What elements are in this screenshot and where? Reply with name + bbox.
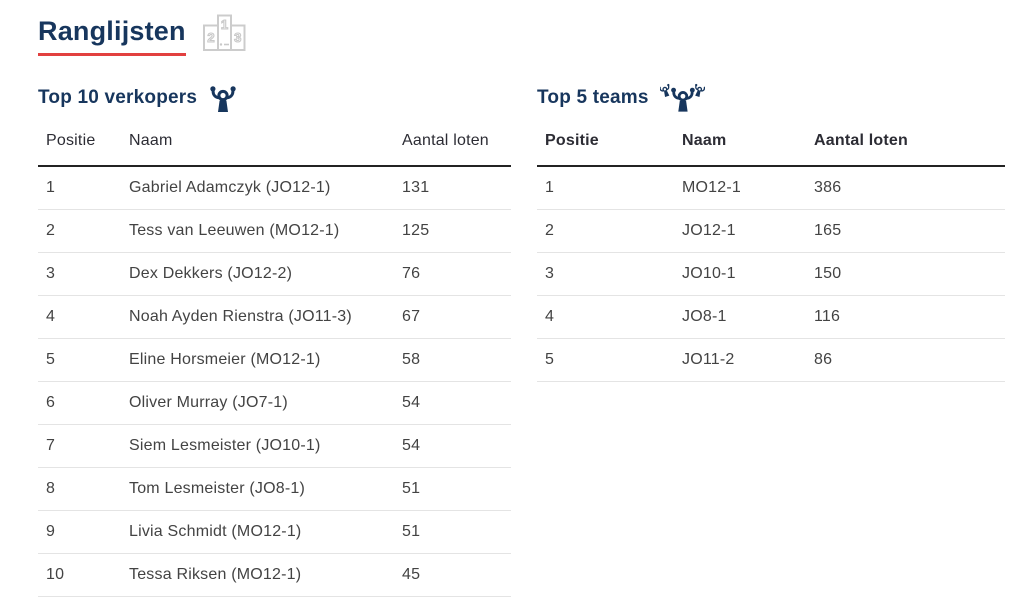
name-cell: Dex Dekkers (JO12-2) (121, 252, 394, 297)
rankings-columns: Top 10 verkopers Positie Naam Aantal loten… (38, 83, 1005, 598)
lot-count-cell: 165 (806, 209, 1005, 254)
position-cell: 2 (537, 209, 674, 254)
top-teams-section: Top 5 teams Positie Naam Aantal loten 1 MO1… (537, 83, 1005, 597)
podium-third-label: 3 (234, 30, 241, 45)
name-cell: Noah Ayden Rienstra (JO11-3) (121, 295, 394, 340)
lot-count-cell: 131 (394, 166, 511, 211)
lot-count-cell: 51 (394, 467, 511, 512)
name-cell: Tessa Riksen (MO12-1) (121, 553, 394, 598)
position-cell: 1 (537, 166, 674, 211)
name-cell: JO10-1 (674, 252, 806, 297)
page-header: Ranglijsten 2 1 3 (38, 14, 1005, 57)
position-cell: 3 (38, 252, 121, 297)
name-cell: Tess van Leeuwen (MO12-1) (121, 209, 394, 254)
podium-first-label: 1 (221, 17, 228, 32)
top-sellers-title: Top 10 verkopers (38, 86, 198, 108)
lot-count-cell: 116 (806, 295, 1005, 340)
position-cell: 7 (38, 424, 121, 469)
header-row: Positie Naam Aantal loten (537, 128, 1005, 168)
position-cell: 6 (38, 381, 121, 426)
position-cell: 2 (38, 209, 121, 254)
column-header: Aantal loten (806, 128, 1005, 168)
table-row: 3 JO10-1 150 (537, 252, 1005, 297)
podium-123-icon: 2 1 3 (202, 14, 246, 51)
cheering-team-icon (659, 83, 705, 114)
position-cell: 8 (38, 467, 121, 512)
lot-count-cell: 86 (806, 338, 1005, 383)
table-row: 7 Siem Lesmeister (JO10-1) 54 (38, 424, 511, 469)
lot-count-cell: 76 (394, 252, 511, 297)
lot-count-cell: 58 (394, 338, 511, 383)
name-cell: Livia Schmidt (MO12-1) (121, 510, 394, 555)
column-header: Naam (674, 128, 806, 168)
cheering-person-icon (208, 84, 238, 112)
position-cell: 5 (537, 338, 674, 383)
lot-count-cell: 51 (394, 510, 511, 555)
top-teams-heading: Top 5 teams (537, 83, 1005, 114)
position-cell: 5 (38, 338, 121, 383)
table-row: 3 Dex Dekkers (JO12-2) 76 (38, 252, 511, 297)
lot-count-cell: 54 (394, 424, 511, 469)
podium-dot (219, 43, 222, 46)
name-cell: Siem Lesmeister (JO10-1) (121, 424, 394, 469)
top-sellers-table: Positie Naam Aantal loten 1 Gabriel Adamczy… (38, 128, 511, 598)
table-row: 8 Tom Lesmeister (JO8-1) 51 (38, 467, 511, 512)
top-sellers-heading: Top 10 verkopers (38, 83, 511, 113)
table-row: 4 JO8-1 116 (537, 295, 1005, 340)
table-row: 2 JO12-1 165 (537, 209, 1005, 254)
column-header: Positie (537, 128, 674, 168)
position-cell: 4 (38, 295, 121, 340)
rankings-page: Ranglijsten 2 1 3 Top 10 verkopers Pos (38, 14, 1005, 598)
top-sellers-section: Top 10 verkopers Positie Naam Aantal loten… (38, 83, 511, 598)
name-cell: Gabriel Adamczyk (JO12-1) (121, 166, 394, 211)
position-cell: 4 (537, 295, 674, 340)
table-row: 9 Livia Schmidt (MO12-1) 51 (38, 510, 511, 555)
table-row: 10 Tessa Riksen (MO12-1) 45 (38, 553, 511, 598)
position-cell: 3 (537, 252, 674, 297)
lot-count-cell: 125 (394, 209, 511, 254)
name-cell: JO11-2 (674, 338, 806, 383)
table-row: 5 JO11-2 86 (537, 338, 1005, 383)
lot-count-cell: 386 (806, 166, 1005, 211)
name-cell: JO12-1 (674, 209, 806, 254)
table-row: 1 Gabriel Adamczyk (JO12-1) 131 (38, 166, 511, 211)
column-header: Naam (121, 128, 394, 168)
column-header: Positie (38, 128, 121, 168)
header-row: Positie Naam Aantal loten (38, 128, 511, 168)
position-cell: 10 (38, 553, 121, 598)
column-header: Aantal loten (394, 128, 511, 168)
lot-count-cell: 54 (394, 381, 511, 426)
top-teams-title: Top 5 teams (537, 86, 649, 108)
table-row: 2 Tess van Leeuwen (MO12-1) 125 (38, 209, 511, 254)
lot-count-cell: 45 (394, 553, 511, 598)
position-cell: 1 (38, 166, 121, 211)
table-row: 4 Noah Ayden Rienstra (JO11-3) 67 (38, 295, 511, 340)
name-cell: Eline Horsmeier (MO12-1) (121, 338, 394, 383)
name-cell: JO8-1 (674, 295, 806, 340)
table-row: 1 MO12-1 386 (537, 166, 1005, 211)
table-row: 5 Eline Horsmeier (MO12-1) 58 (38, 338, 511, 383)
position-cell: 9 (38, 510, 121, 555)
top-teams-table: Positie Naam Aantal loten 1 MO12-1 386 2 JO12-… (537, 128, 1005, 383)
lot-count-cell: 150 (806, 252, 1005, 297)
page-title: Ranglijsten (38, 16, 186, 57)
name-cell: MO12-1 (674, 166, 806, 211)
podium-second-label: 2 (207, 30, 214, 45)
lot-count-cell: 67 (394, 295, 511, 340)
name-cell: Oliver Murray (JO7-1) (121, 381, 394, 426)
table-row: 6 Oliver Murray (JO7-1) 54 (38, 381, 511, 426)
name-cell: Tom Lesmeister (JO8-1) (121, 467, 394, 512)
